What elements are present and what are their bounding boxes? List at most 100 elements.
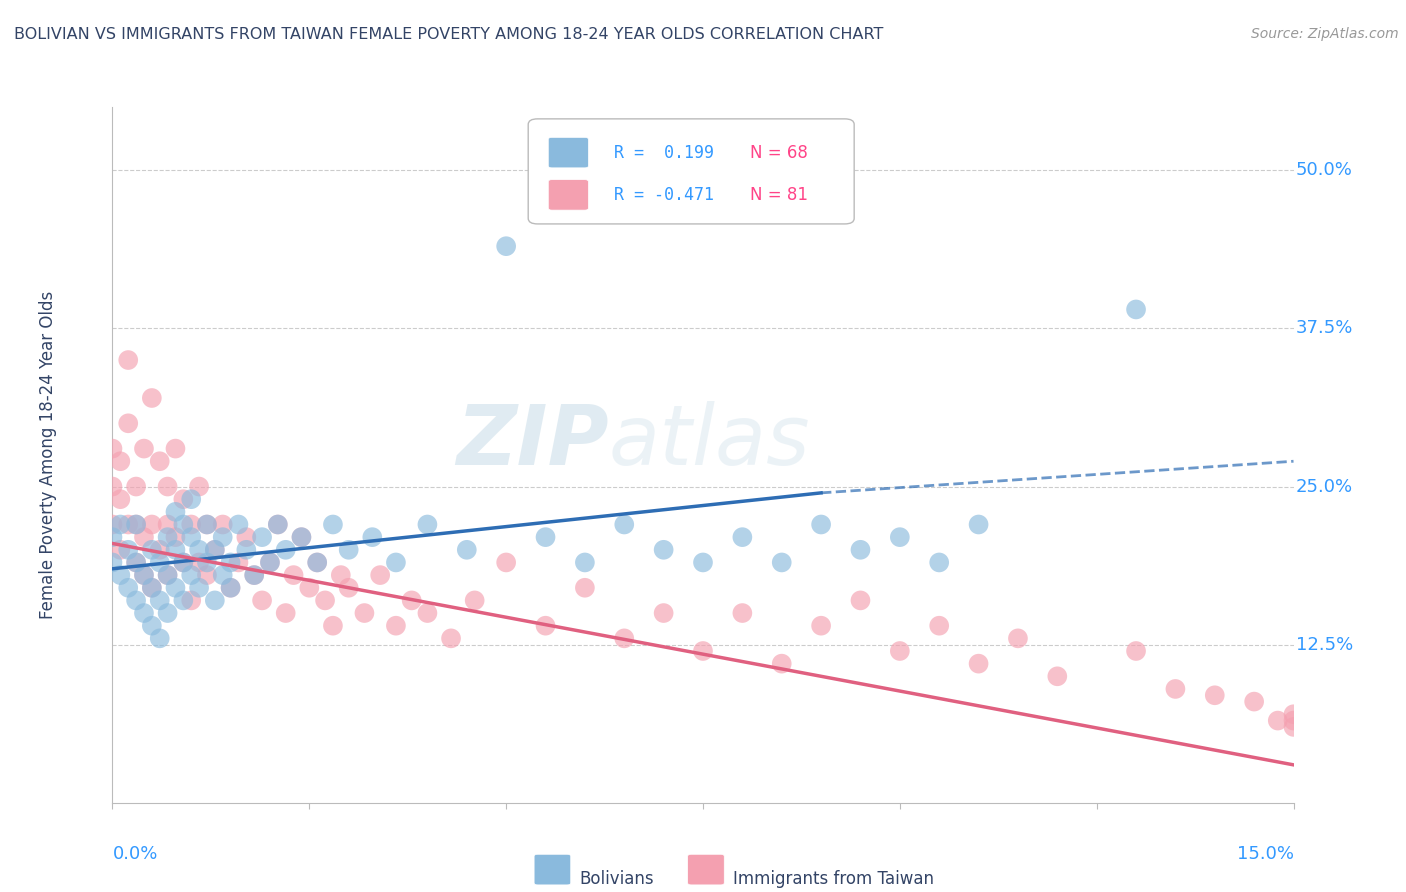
Point bbox=[464, 593, 486, 607]
FancyBboxPatch shape bbox=[688, 855, 724, 885]
Point bbox=[1164, 681, 1187, 696]
Point bbox=[149, 593, 172, 607]
Point bbox=[259, 556, 281, 570]
Point bbox=[307, 556, 329, 570]
Point bbox=[172, 593, 194, 607]
Point bbox=[125, 517, 148, 532]
Point bbox=[165, 505, 187, 519]
Text: Source: ZipAtlas.com: Source: ZipAtlas.com bbox=[1251, 27, 1399, 41]
Point bbox=[274, 542, 297, 557]
Point bbox=[211, 568, 233, 582]
Point bbox=[337, 581, 360, 595]
Point bbox=[250, 530, 273, 544]
Point bbox=[810, 517, 832, 532]
Point bbox=[219, 581, 242, 595]
Point bbox=[368, 568, 391, 582]
Point bbox=[156, 568, 179, 582]
Point bbox=[574, 581, 596, 595]
Point bbox=[1046, 669, 1069, 683]
Text: ZIP: ZIP bbox=[456, 401, 609, 482]
Point bbox=[290, 530, 312, 544]
Point bbox=[1243, 695, 1265, 709]
Point bbox=[101, 517, 124, 532]
Point bbox=[849, 593, 872, 607]
FancyBboxPatch shape bbox=[534, 855, 571, 885]
Point bbox=[132, 442, 155, 456]
Point bbox=[1007, 632, 1029, 646]
Text: R =  0.199: R = 0.199 bbox=[614, 144, 714, 161]
Point bbox=[337, 542, 360, 557]
Point bbox=[298, 581, 321, 595]
Point bbox=[652, 606, 675, 620]
Point bbox=[110, 568, 132, 582]
Point bbox=[172, 517, 194, 532]
Point bbox=[267, 517, 290, 532]
Point bbox=[180, 492, 202, 507]
Point bbox=[228, 556, 250, 570]
Point bbox=[307, 556, 329, 570]
Point bbox=[180, 593, 202, 607]
Point bbox=[110, 492, 132, 507]
FancyBboxPatch shape bbox=[548, 137, 589, 168]
Point bbox=[204, 593, 226, 607]
Point bbox=[416, 517, 439, 532]
Point bbox=[928, 556, 950, 570]
Point bbox=[267, 517, 290, 532]
Point bbox=[250, 593, 273, 607]
Point bbox=[156, 568, 179, 582]
Point bbox=[810, 618, 832, 632]
Text: atlas: atlas bbox=[609, 401, 810, 482]
Point bbox=[141, 618, 163, 632]
Point bbox=[117, 542, 139, 557]
Point bbox=[165, 542, 187, 557]
Text: Bolivians: Bolivians bbox=[579, 870, 654, 888]
Point bbox=[188, 479, 211, 493]
Point bbox=[322, 517, 344, 532]
FancyBboxPatch shape bbox=[548, 179, 589, 211]
Point bbox=[180, 568, 202, 582]
Point bbox=[1267, 714, 1289, 728]
Point bbox=[731, 606, 754, 620]
Point bbox=[125, 479, 148, 493]
Point bbox=[101, 530, 124, 544]
Point bbox=[132, 606, 155, 620]
Point bbox=[141, 542, 163, 557]
Text: BOLIVIAN VS IMMIGRANTS FROM TAIWAN FEMALE POVERTY AMONG 18-24 YEAR OLDS CORRELAT: BOLIVIAN VS IMMIGRANTS FROM TAIWAN FEMAL… bbox=[14, 27, 883, 42]
Point bbox=[1282, 714, 1305, 728]
Point bbox=[211, 530, 233, 544]
Point bbox=[125, 556, 148, 570]
FancyBboxPatch shape bbox=[529, 119, 855, 224]
Point bbox=[235, 530, 257, 544]
Text: 25.0%: 25.0% bbox=[1296, 477, 1353, 496]
Point bbox=[204, 542, 226, 557]
Point bbox=[385, 618, 408, 632]
Point bbox=[117, 517, 139, 532]
Point bbox=[967, 517, 990, 532]
Point bbox=[692, 644, 714, 658]
Text: R = -0.471: R = -0.471 bbox=[614, 186, 714, 204]
Point bbox=[149, 556, 172, 570]
Point bbox=[110, 542, 132, 557]
Point bbox=[1282, 720, 1305, 734]
Point bbox=[290, 530, 312, 544]
Point bbox=[165, 442, 187, 456]
Point bbox=[156, 530, 179, 544]
Point bbox=[353, 606, 375, 620]
Point bbox=[495, 239, 517, 253]
Point bbox=[117, 353, 139, 368]
Point bbox=[235, 542, 257, 557]
Point bbox=[141, 391, 163, 405]
Point bbox=[172, 492, 194, 507]
Point bbox=[125, 593, 148, 607]
Point bbox=[401, 593, 423, 607]
Point bbox=[440, 632, 463, 646]
Point bbox=[849, 542, 872, 557]
Point bbox=[219, 556, 242, 570]
Point bbox=[117, 417, 139, 431]
Point bbox=[149, 632, 172, 646]
Point bbox=[156, 517, 179, 532]
Point bbox=[928, 618, 950, 632]
Point bbox=[692, 556, 714, 570]
Point bbox=[889, 644, 911, 658]
Text: 0.0%: 0.0% bbox=[112, 845, 157, 863]
